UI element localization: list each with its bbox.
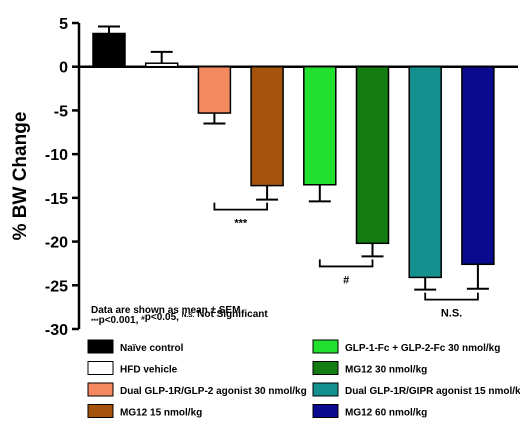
footnote-line-1: Data are shown as mean ± SEM xyxy=(91,305,240,316)
legend-swatch xyxy=(312,404,339,418)
bars xyxy=(92,25,495,291)
bar xyxy=(250,65,284,187)
bar xyxy=(197,65,232,114)
bar xyxy=(461,65,495,266)
y-tick-label: -10 xyxy=(45,147,68,164)
legend: Naïve control HFD vehicle Dual GLP-1R/GLP-… xyxy=(87,339,520,419)
bar xyxy=(355,65,390,245)
legend-swatch xyxy=(87,382,114,397)
significance-bracket xyxy=(318,259,374,268)
legend-swatch xyxy=(312,339,339,354)
footnote-text: p<0.001, xyxy=(99,315,142,326)
legend-swatch xyxy=(312,361,339,375)
legend-swatch xyxy=(87,361,114,375)
significance-label: *** xyxy=(234,218,248,230)
y-tick-label: -20 xyxy=(45,235,68,252)
footnote-superscript: N.S. xyxy=(182,312,195,319)
bar xyxy=(144,62,179,68)
footnote-superscript: # xyxy=(141,315,145,322)
significance-label: # xyxy=(343,274,349,286)
significance-label: N.S. xyxy=(441,308,462,320)
legend-label: Dual GLP-1R/GIPR agonist 15 nmol/kg xyxy=(345,386,520,397)
bar xyxy=(92,32,126,68)
y-tick-label: -25 xyxy=(45,278,68,295)
legend-label: Naïve control xyxy=(120,343,184,354)
y-axis-label: % BW Change xyxy=(10,112,31,241)
significance-brackets: *** # N.S. xyxy=(213,202,479,320)
footnote-superscript: *** xyxy=(91,318,99,325)
y-tick-label: 5 xyxy=(59,16,68,33)
legend-label: MG12 30 nmol/kg xyxy=(345,365,427,376)
significance-bracket xyxy=(213,202,268,211)
bar xyxy=(408,65,442,279)
legend-label: MG12 15 nmol/kg xyxy=(120,408,202,419)
legend-label: GLP-1-Fc + GLP-2-Fc 30 nmol/kg xyxy=(345,343,500,354)
footnote: Data are shown as mean ± SEM***p<0.001, … xyxy=(91,305,268,326)
legend-label: Dual GLP-1R/GLP-2 agonist 30 nmol/kg xyxy=(120,386,307,397)
footnote-text: Not Significant xyxy=(194,309,268,320)
legend-label: MG12 60 nmol/kg xyxy=(345,408,427,419)
significance-bracket xyxy=(424,292,479,301)
legend-swatch xyxy=(87,339,114,354)
y-tick-label: -30 xyxy=(45,322,68,339)
y-tick-label: 0 xyxy=(59,60,68,77)
footnote-line-2: ***p<0.001, #p<0.05, N.S. Not Significan… xyxy=(91,309,268,326)
legend-swatch xyxy=(312,382,339,397)
legend-label: HFD vehicle xyxy=(120,365,178,376)
y-tick-label: -15 xyxy=(45,191,68,208)
y-tick-label: -5 xyxy=(54,103,68,120)
legend-swatch xyxy=(87,404,114,418)
footnote-text: p<0.05, xyxy=(145,312,182,323)
bar xyxy=(303,65,337,186)
